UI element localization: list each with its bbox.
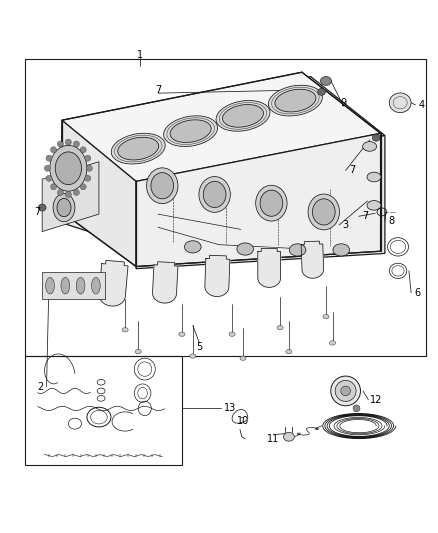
Polygon shape bbox=[136, 135, 385, 269]
Ellipse shape bbox=[321, 77, 332, 85]
Ellipse shape bbox=[286, 350, 292, 354]
Text: 4: 4 bbox=[419, 100, 425, 110]
Polygon shape bbox=[258, 248, 281, 287]
Ellipse shape bbox=[240, 356, 246, 360]
Ellipse shape bbox=[275, 89, 316, 112]
Ellipse shape bbox=[203, 181, 226, 207]
Text: 8: 8 bbox=[389, 216, 395, 225]
Ellipse shape bbox=[216, 101, 270, 131]
Ellipse shape bbox=[184, 241, 201, 253]
Ellipse shape bbox=[256, 185, 287, 221]
Polygon shape bbox=[205, 255, 230, 296]
Ellipse shape bbox=[46, 277, 54, 294]
Polygon shape bbox=[99, 261, 128, 306]
Ellipse shape bbox=[283, 432, 294, 441]
Ellipse shape bbox=[111, 133, 165, 164]
Circle shape bbox=[65, 139, 71, 145]
Ellipse shape bbox=[61, 277, 70, 294]
Circle shape bbox=[57, 189, 64, 196]
Ellipse shape bbox=[164, 116, 218, 147]
Polygon shape bbox=[62, 120, 136, 266]
Ellipse shape bbox=[151, 173, 173, 199]
Text: 7: 7 bbox=[155, 85, 161, 95]
Ellipse shape bbox=[289, 244, 306, 256]
Polygon shape bbox=[152, 262, 178, 303]
Ellipse shape bbox=[57, 198, 71, 217]
Polygon shape bbox=[136, 133, 381, 266]
Ellipse shape bbox=[389, 93, 411, 112]
Text: 5: 5 bbox=[196, 342, 202, 352]
Ellipse shape bbox=[329, 341, 336, 345]
Circle shape bbox=[73, 189, 79, 196]
Circle shape bbox=[86, 165, 92, 171]
Text: 2: 2 bbox=[37, 382, 43, 392]
Circle shape bbox=[73, 141, 79, 147]
Ellipse shape bbox=[333, 244, 350, 256]
Ellipse shape bbox=[312, 199, 335, 225]
Text: 12: 12 bbox=[370, 394, 382, 405]
Bar bbox=[25, 59, 426, 356]
Ellipse shape bbox=[38, 204, 46, 211]
Circle shape bbox=[85, 175, 91, 181]
Ellipse shape bbox=[277, 326, 283, 330]
Polygon shape bbox=[62, 72, 381, 181]
Ellipse shape bbox=[367, 172, 381, 182]
Text: 9: 9 bbox=[340, 98, 346, 108]
Ellipse shape bbox=[363, 142, 377, 151]
Circle shape bbox=[50, 147, 57, 153]
Circle shape bbox=[80, 147, 86, 153]
Circle shape bbox=[80, 184, 86, 190]
Circle shape bbox=[44, 165, 50, 171]
Ellipse shape bbox=[260, 190, 283, 216]
Ellipse shape bbox=[122, 328, 128, 332]
Circle shape bbox=[57, 141, 64, 147]
Polygon shape bbox=[42, 161, 99, 231]
Circle shape bbox=[50, 184, 57, 190]
Ellipse shape bbox=[147, 168, 178, 204]
Ellipse shape bbox=[76, 277, 85, 294]
Text: 6: 6 bbox=[415, 288, 421, 298]
Text: 7: 7 bbox=[362, 211, 368, 221]
Circle shape bbox=[46, 155, 52, 161]
Text: 13: 13 bbox=[224, 403, 236, 414]
Ellipse shape bbox=[353, 405, 360, 412]
Text: 7: 7 bbox=[35, 207, 41, 217]
Text: 3: 3 bbox=[343, 220, 349, 230]
Ellipse shape bbox=[135, 350, 141, 354]
Text: 11: 11 bbox=[268, 434, 280, 444]
Ellipse shape bbox=[199, 176, 230, 212]
Ellipse shape bbox=[170, 120, 211, 142]
Circle shape bbox=[65, 191, 71, 198]
Ellipse shape bbox=[237, 243, 254, 255]
Text: 10: 10 bbox=[237, 416, 249, 426]
Ellipse shape bbox=[50, 146, 87, 191]
Ellipse shape bbox=[223, 104, 264, 127]
Circle shape bbox=[46, 175, 52, 181]
Circle shape bbox=[85, 155, 91, 161]
Ellipse shape bbox=[190, 354, 196, 358]
Polygon shape bbox=[62, 127, 136, 247]
Ellipse shape bbox=[323, 314, 329, 319]
Ellipse shape bbox=[55, 152, 81, 184]
Bar bbox=[42, 272, 106, 299]
Text: 1: 1 bbox=[138, 50, 144, 60]
Polygon shape bbox=[301, 241, 324, 278]
Ellipse shape bbox=[92, 277, 100, 294]
Ellipse shape bbox=[331, 376, 360, 406]
Polygon shape bbox=[62, 77, 385, 185]
Ellipse shape bbox=[53, 193, 75, 222]
Ellipse shape bbox=[367, 200, 381, 210]
Ellipse shape bbox=[341, 386, 350, 395]
Bar bbox=[25, 356, 182, 465]
Ellipse shape bbox=[118, 138, 159, 160]
Ellipse shape bbox=[179, 332, 185, 336]
Ellipse shape bbox=[335, 381, 356, 401]
Ellipse shape bbox=[308, 194, 339, 230]
Ellipse shape bbox=[229, 332, 235, 336]
Ellipse shape bbox=[268, 85, 322, 116]
Ellipse shape bbox=[318, 88, 325, 95]
Ellipse shape bbox=[372, 134, 380, 141]
Text: 7: 7 bbox=[349, 165, 355, 175]
